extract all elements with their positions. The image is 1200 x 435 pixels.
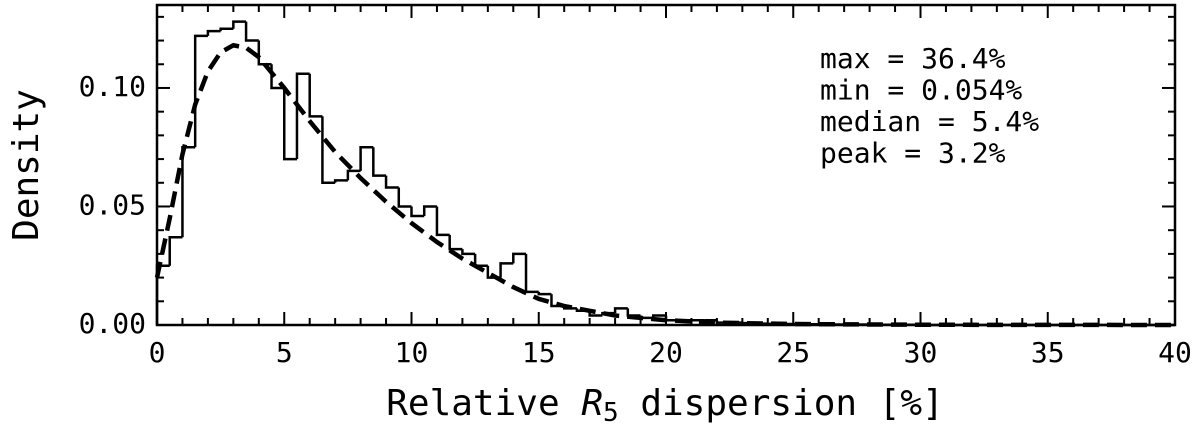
x-tick-label: 10 [395,336,429,369]
annotation: max = 36.4% [820,42,1006,75]
x-axis-label: Relative R5 dispersion [%] [386,383,944,428]
histogram-bin [193,34,208,148]
histogram-bin [244,21,259,42]
histogram-bin [397,187,412,208]
histogram-bin [461,249,476,256]
plot-frame [155,3,1177,327]
histogram-bin [410,206,425,218]
x-tick-label: 5 [276,336,293,369]
histogram-bin [499,262,514,278]
histogram-bin [283,87,297,161]
y-tick-label: 0.00 [79,307,146,340]
histogram-bin [372,147,387,177]
x-tick-label: 35 [1031,336,1065,369]
histogram-bin [626,308,641,317]
histogram-bin [295,72,310,160]
histogram-bin [613,307,628,314]
histogram-bin [257,40,272,66]
x-tick-label: 20 [649,336,683,369]
histogram-bin [448,234,463,251]
histogram-bin [308,73,323,118]
histogram-bin [206,29,221,36]
y-tick-label: 0.05 [79,188,146,221]
annotation: median = 5.4% [820,105,1039,138]
histogram-bin [473,253,488,267]
annotation: min = 0.054% [820,74,1022,107]
histogram-bin [232,20,247,29]
histogram-bin [512,252,527,264]
annotation: peak = 3.2% [820,137,1006,170]
x-tick-label: 15 [522,336,556,369]
histogram-bin [346,169,361,181]
x-tick-label: 30 [904,336,938,369]
x-tick-label: 25 [776,336,810,369]
histogram-bin [524,253,539,294]
histogram-bin [168,236,183,266]
y-tick-label: 0.10 [79,70,146,103]
fit-curve [154,42,1176,328]
histogram-bin [333,179,348,183]
histogram-bin [321,116,336,185]
histogram-bin [422,205,437,216]
x-tick-label: 0 [149,336,166,369]
histogram-bin [181,145,196,238]
histogram-bin [384,175,399,189]
histogram-bin [219,27,234,32]
histogram-bin [359,145,374,171]
x-tick-label: 40 [1158,336,1192,369]
histogram-bin [435,206,450,237]
y-axis-label: Density [6,89,47,241]
histogram-bin [537,291,552,296]
